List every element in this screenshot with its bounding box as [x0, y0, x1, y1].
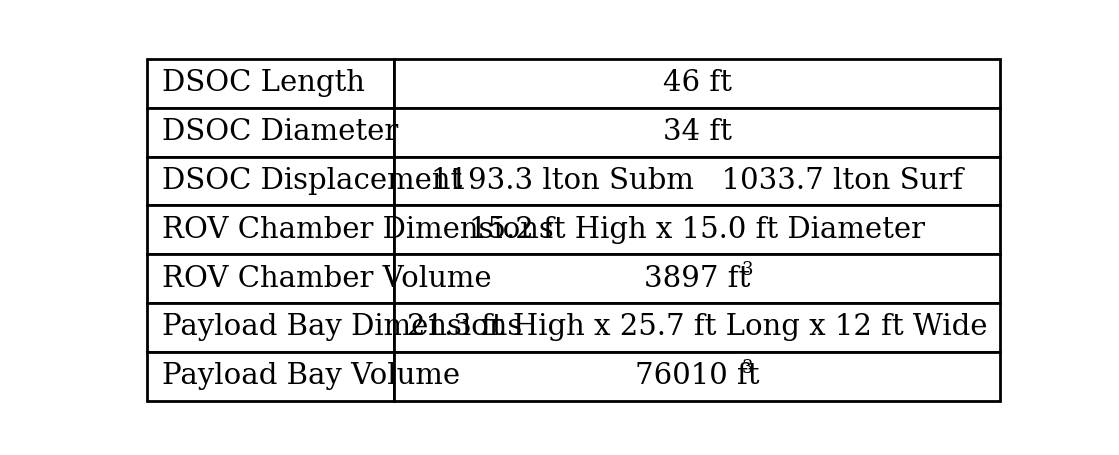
Text: Payload Bay Volume: Payload Bay Volume [162, 362, 461, 390]
Text: ROV Chamber Dimensions: ROV Chamber Dimensions [162, 216, 554, 244]
Text: 21.3 ft High x 25.7 ft Long x 12 ft Wide: 21.3 ft High x 25.7 ft Long x 12 ft Wide [407, 313, 987, 341]
Bar [394, 108, 1000, 157]
Text: 76010 ft: 76010 ft [634, 362, 760, 390]
Text: 3: 3 [742, 359, 753, 377]
Bar [147, 205, 394, 254]
Text: 15.2 ft High x 15.0 ft Diameter: 15.2 ft High x 15.0 ft Diameter [469, 216, 925, 244]
Bar [147, 254, 394, 303]
Bar [147, 303, 394, 352]
Text: DSOC Length: DSOC Length [162, 69, 365, 97]
Bar [147, 108, 394, 157]
Text: ROV Chamber Volume: ROV Chamber Volume [162, 265, 492, 293]
Bar [394, 352, 1000, 401]
Bar [394, 254, 1000, 303]
Text: DSOC Diameter: DSOC Diameter [162, 118, 398, 146]
Text: 34 ft: 34 ft [662, 118, 732, 146]
Bar [394, 157, 1000, 205]
Bar [394, 303, 1000, 352]
Text: 3897 ft: 3897 ft [645, 265, 751, 293]
Text: 3: 3 [742, 261, 753, 279]
Bar [147, 352, 394, 401]
Text: Payload Bay Dimensions: Payload Bay Dimensions [162, 313, 523, 341]
Bar [394, 205, 1000, 254]
Bar [394, 59, 1000, 108]
Bar [147, 157, 394, 205]
Bar [147, 59, 394, 108]
Text: DSOC Displacement: DSOC Displacement [162, 167, 462, 195]
Text: 1193.3 lton Subm   1033.7 lton Surf: 1193.3 lton Subm 1033.7 lton Surf [431, 167, 963, 195]
Text: 46 ft: 46 ft [662, 69, 732, 97]
